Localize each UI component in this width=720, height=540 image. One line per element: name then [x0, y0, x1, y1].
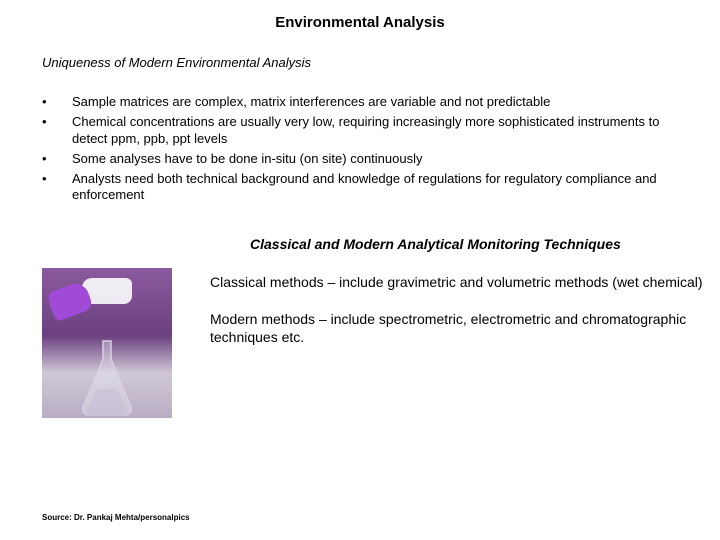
- bullet-item: • Analysts need both technical backgroun…: [42, 171, 678, 204]
- image-source-caption: Source: Dr. Pankaj Mehta/personalpics: [42, 513, 190, 522]
- bullet-list: • Sample matrices are complex, matrix in…: [0, 70, 720, 204]
- bullet-text: Analysts need both technical background …: [72, 171, 678, 204]
- methods-text: Classical methods – include gravimetric …: [172, 268, 720, 418]
- modern-methods-text: Modern methods – include spectrometric, …: [210, 311, 720, 346]
- flask-icon: [77, 339, 137, 418]
- bullet-marker: •: [42, 94, 72, 109]
- bullet-marker: •: [42, 151, 72, 166]
- bullet-item: • Some analyses have to be done in-situ …: [42, 151, 678, 167]
- bullet-text: Sample matrices are complex, matrix inte…: [72, 94, 678, 110]
- flask-image: [42, 268, 172, 418]
- bullet-marker: •: [42, 171, 72, 186]
- bullet-text: Some analyses have to be done in-situ (o…: [72, 151, 678, 167]
- bullet-text: Chemical concentrations are usually very…: [72, 114, 678, 147]
- section-subtitle: Classical and Modern Analytical Monitori…: [0, 208, 720, 252]
- lower-region: Classical methods – include gravimetric …: [0, 252, 720, 418]
- bullet-item: • Chemical concentrations are usually ve…: [42, 114, 678, 147]
- bullet-marker: •: [42, 114, 72, 129]
- slide-title: Environmental Analysis: [0, 0, 720, 31]
- bullet-item: • Sample matrices are complex, matrix in…: [42, 94, 678, 110]
- classical-methods-text: Classical methods – include gravimetric …: [210, 274, 720, 292]
- slide-subtitle: Uniqueness of Modern Environmental Analy…: [0, 31, 720, 70]
